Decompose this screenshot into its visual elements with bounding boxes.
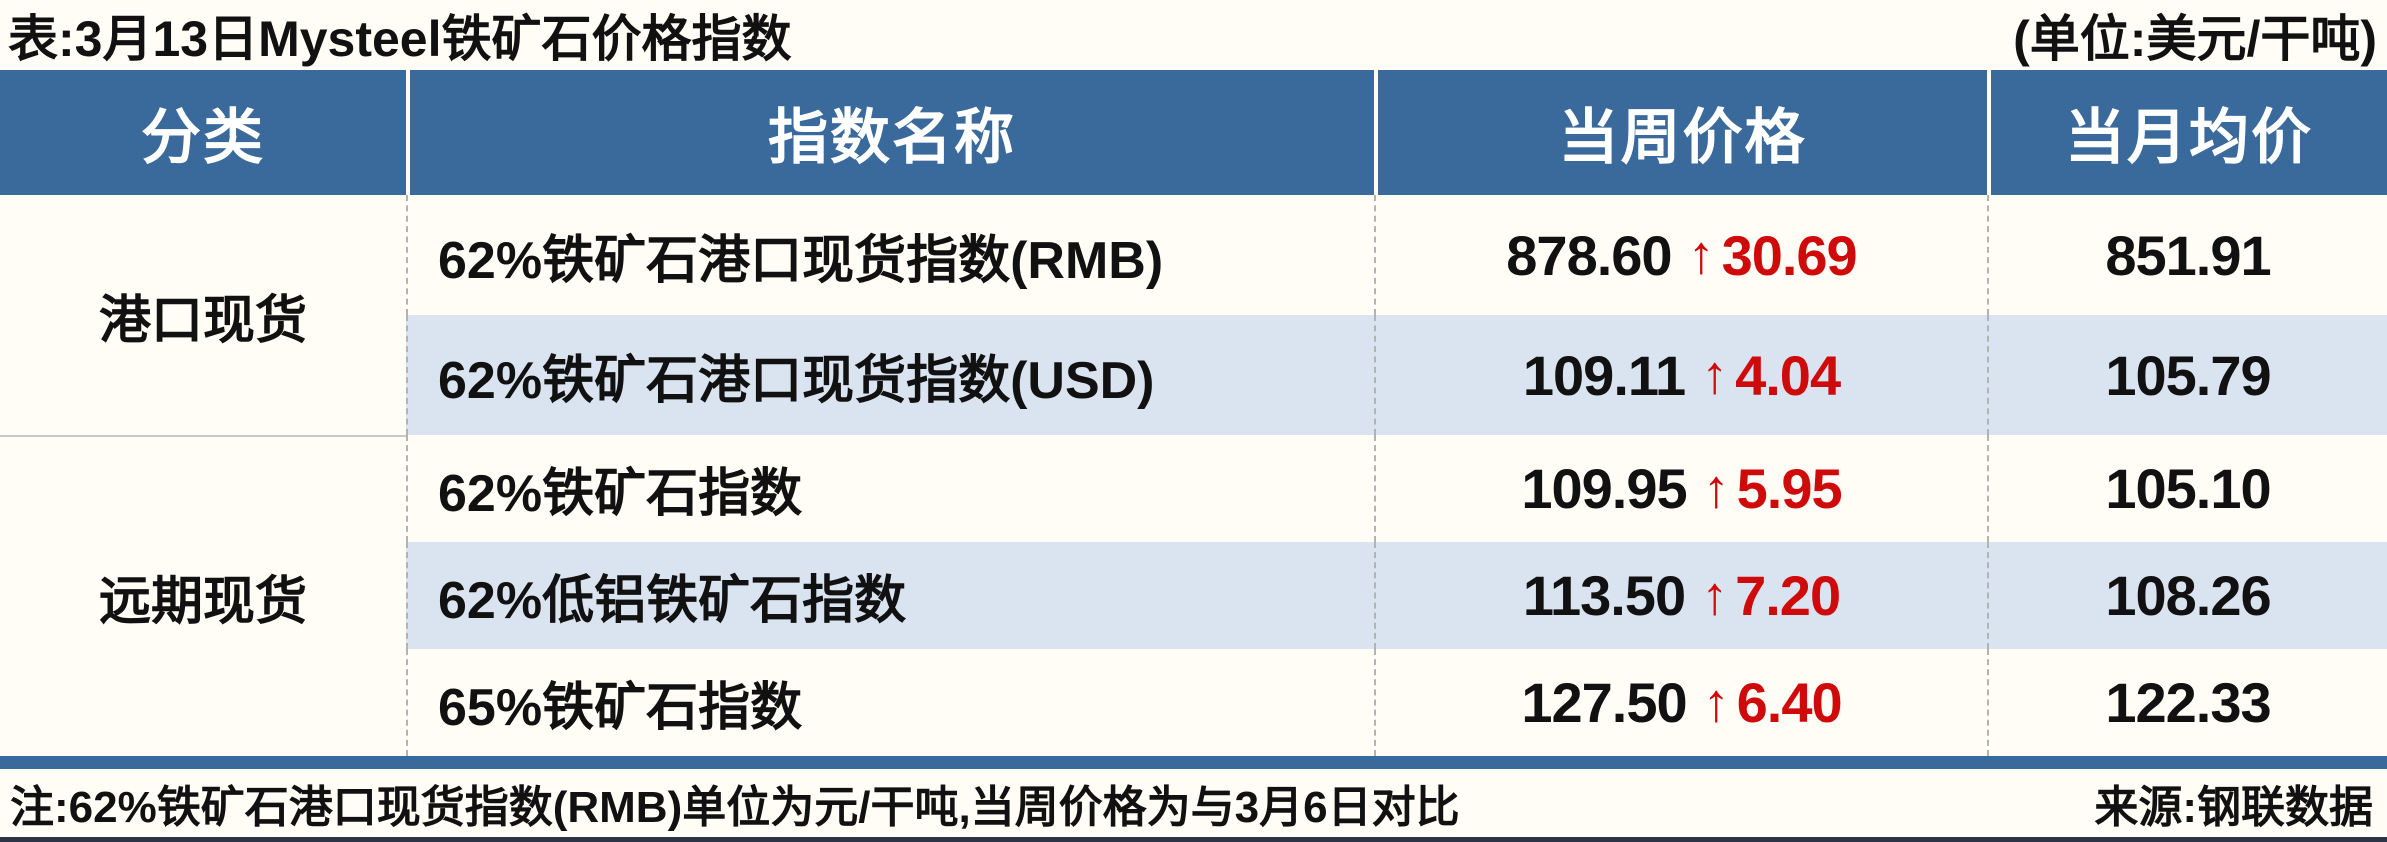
header-category: 分类 <box>141 105 265 171</box>
category-cell-port-spot: 港口现货 <box>0 195 406 435</box>
header-index-name: 指数名称 <box>406 70 1374 195</box>
week-price-value: 109.95 <box>1521 457 1687 520</box>
month-avg-value: 851.91 <box>2105 223 2271 287</box>
index-name-cell: 62%铁矿石指数 <box>406 435 1374 542</box>
bottom-edge-line <box>0 837 2387 842</box>
week-price-cell: 109.95 ↑ 5.95 <box>1374 435 1987 542</box>
week-price-value: 127.50 <box>1521 671 1687 734</box>
index-name-cell: 65%铁矿石指数 <box>406 649 1374 756</box>
week-change-value: 7.20 <box>1735 564 1841 627</box>
index-name: 62%铁矿石港口现货指数(USD) <box>438 351 1155 410</box>
month-avg-cell: 105.79 <box>1987 315 2387 435</box>
footer-source: 来源:钢联数据 <box>2094 783 2373 832</box>
category-cell-forward-spot: 远期现货 <box>0 435 406 756</box>
week-change-value: 4.04 <box>1735 343 1841 407</box>
week-price-value: 113.50 <box>1522 564 1686 627</box>
week-price-cell: 109.11 ↑ 4.04 <box>1374 315 1987 435</box>
unit-label: (单位:美元/干吨) <box>2013 11 2377 67</box>
index-name: 62%铁矿石港口现货指数(RMB) <box>438 231 1164 290</box>
index-name-cell: 62%低铝铁矿石指数 <box>406 542 1374 649</box>
month-avg-cell: 105.10 <box>1987 435 2387 542</box>
index-name-cell: 62%铁矿石港口现货指数(USD) <box>406 315 1374 435</box>
month-avg-cell: 122.33 <box>1987 649 2387 756</box>
index-name: 62%铁矿石指数 <box>438 465 803 523</box>
month-avg-cell: 851.91 <box>1987 195 2387 315</box>
week-price-cell: 878.60 ↑ 30.69 <box>1374 195 1987 315</box>
month-avg-value: 122.33 <box>2105 671 2271 734</box>
week-change-value: 6.40 <box>1736 671 1843 734</box>
index-name-cell: 62%铁矿石港口现货指数(RMB) <box>406 195 1374 315</box>
month-avg-value: 105.79 <box>2105 343 2271 407</box>
title-bar: 表:3月13日Mysteel铁矿石价格指数 (单位:美元/干吨) <box>0 0 2387 70</box>
up-arrow-icon: ↑ <box>1687 225 1715 285</box>
footer-bar: 注:62%铁矿石港口现货指数(RMB)单位为元/干吨,当周价格为与3月6日对比 … <box>0 769 2387 837</box>
up-arrow-icon: ↑ <box>1702 672 1730 733</box>
table-bottom-rule <box>0 756 2387 769</box>
table-body: 港口现货 远期现货 62%铁矿石港口现货指数(RMB) 878.60 ↑ 30.… <box>0 195 2387 756</box>
header-month-avg: 当月均价 <box>1987 70 2387 195</box>
up-arrow-icon: ↑ <box>1702 458 1730 519</box>
index-name: 62%低铝铁矿石指数 <box>438 572 907 630</box>
page-title: 表:3月13日Mysteel铁矿石价格指数 <box>8 11 792 67</box>
header-week-price: 当周价格 <box>1374 70 1987 195</box>
week-price-value: 109.11 <box>1522 343 1686 407</box>
up-arrow-icon: ↑ <box>1701 345 1728 405</box>
week-price-value: 878.60 <box>1506 223 1672 287</box>
month-avg-value: 108.26 <box>2105 564 2271 627</box>
month-avg-cell: 108.26 <box>1987 542 2387 649</box>
up-arrow-icon: ↑ <box>1701 565 1728 626</box>
index-name: 65%铁矿石指数 <box>438 679 803 737</box>
week-price-cell: 113.50 ↑ 7.20 <box>1374 542 1987 649</box>
week-price-cell: 127.50 ↑ 6.40 <box>1374 649 1987 756</box>
week-change-value: 5.95 <box>1736 457 1843 520</box>
week-change-value: 30.69 <box>1721 223 1858 287</box>
month-avg-value: 105.10 <box>2105 457 2271 520</box>
footer-note: 注:62%铁矿石港口现货指数(RMB)单位为元/干吨,当周价格为与3月6日对比 <box>10 783 1460 832</box>
table-header-row: 分类 指数名称 当周价格 当月均价 <box>0 70 2387 195</box>
